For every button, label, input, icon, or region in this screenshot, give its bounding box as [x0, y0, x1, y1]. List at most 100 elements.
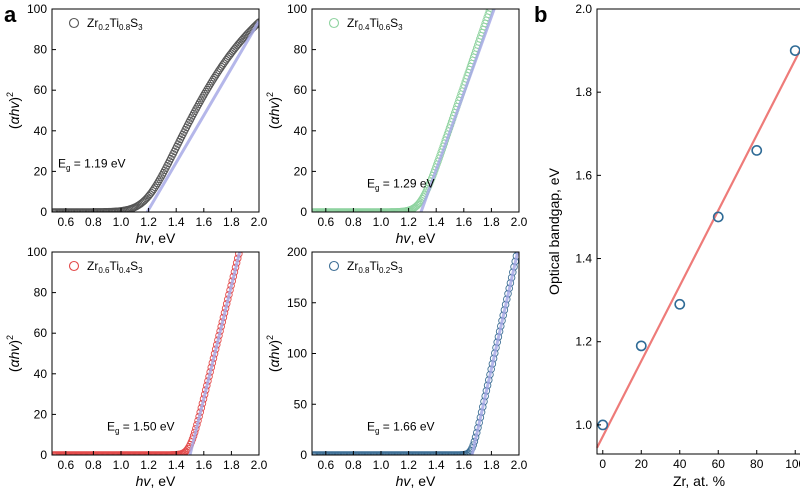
bandgap-subscript: g: [115, 427, 119, 436]
x-tick-label: 1.0: [373, 215, 390, 229]
x-axis-label: hv, eV: [136, 230, 176, 246]
y-axis-label-symbol: αhv: [266, 344, 282, 368]
y-tick-label: 100: [27, 2, 47, 16]
y-tick-label: 100: [27, 245, 47, 259]
data-point: [150, 185, 158, 193]
y-axis-label-superscript: 2: [265, 92, 275, 97]
x-axis-label-symbol: hv: [136, 473, 152, 489]
data-point: [205, 81, 214, 90]
fit-line: [419, 9, 496, 212]
x-tick-label: 1.2: [400, 458, 417, 472]
legend-element: S: [390, 259, 398, 273]
fit-line: [470, 252, 519, 455]
x-axis-label: Zr, at. %: [673, 473, 725, 489]
x-tick-label: 0.8: [345, 458, 362, 472]
data-point: [211, 72, 220, 80]
data-point: [212, 70, 221, 78]
bandgap-value: = 1.29 eV: [379, 177, 434, 191]
legend-label: Zr0.4Ti0.6S3: [347, 16, 403, 32]
data-point: [203, 85, 211, 94]
plot-frame: [51, 8, 260, 213]
y-tick-label: 80: [294, 43, 308, 57]
bandgap-point: [751, 145, 763, 156]
y-axis-label: Optical bandgap, eV: [546, 167, 562, 295]
x-axis-label-symbol: hv: [396, 473, 412, 489]
legend-element: Ti: [109, 259, 119, 273]
y-tick-label: 20: [34, 164, 48, 178]
y-axis-label-superscript: 2: [265, 335, 275, 340]
x-tick-label: 1.2: [400, 215, 417, 229]
bandgap-symbol: E: [367, 420, 375, 434]
plot-frame: [596, 8, 800, 455]
y-tick-label: 80: [34, 43, 48, 57]
legend-subscript: 0.6: [379, 23, 391, 32]
x-tick-label: 100: [785, 457, 800, 471]
data-point: [486, 9, 494, 12]
y-axis-label-paren: ): [266, 340, 282, 345]
bandgap-annotation: Eg = 1.19 eV: [58, 156, 126, 172]
y-axis-label-symbol: αhv: [6, 344, 22, 368]
fit-line: [188, 252, 242, 455]
y-axis-label-symbol: αhv: [6, 101, 22, 125]
bandgap-point: [712, 211, 724, 223]
plot-frame: [51, 251, 260, 456]
legend-subscript: 0.8: [358, 266, 370, 275]
panel-label-b: b: [534, 2, 547, 27]
legend-label: Zr0.2Ti0.8S3: [87, 16, 143, 32]
y-tick-label: 1.0: [575, 418, 592, 432]
y-tick-label: 0: [300, 205, 307, 219]
x-tick-label: 1.6: [455, 215, 472, 229]
y-tick-label: 40: [34, 124, 48, 138]
data-point: [198, 94, 206, 102]
data-point: [195, 98, 204, 107]
y-axis-label-superscript: 2: [5, 92, 15, 97]
chart-bandgap-vs-zr: 0 20 40 60 80 100 1.0 1.2 1.4 1.6 1.8 2.0 Zr, at. % O…: [546, 2, 800, 489]
y-tick-label: 1.6: [575, 168, 592, 182]
bandgap-value: = 1.50 eV: [119, 420, 174, 434]
y-tick-label: 60: [34, 83, 48, 97]
chart-zr06-ti04: 0.6 0.8 1.0 1.2 1.4 1.6 1.8 2.0020406080100Zr0.…: [5, 245, 268, 489]
data-point: [209, 75, 217, 84]
y-tick-label: 20: [294, 164, 308, 178]
bandgap-symbol: E: [58, 156, 66, 170]
legend-subscript: 3: [138, 23, 143, 32]
legend-subscript: 0.4: [358, 23, 370, 32]
x-tick-label: 2.0: [511, 458, 528, 472]
legend-marker: [68, 260, 80, 272]
bandgap-symbol: E: [107, 420, 115, 434]
legend-element: Zr: [87, 259, 98, 273]
data-point: [206, 79, 215, 88]
legend-element: Ti: [109, 16, 119, 30]
legend-element: Zr: [347, 259, 358, 273]
y-tick-label: 0: [40, 448, 47, 462]
bandgap-subscript: g: [375, 427, 379, 436]
x-tick-label: 0.8: [345, 215, 362, 229]
x-tick-label: 1.8: [483, 215, 500, 229]
x-tick-label: 0.6: [57, 215, 74, 229]
y-axis-label-paren: (: [266, 367, 282, 372]
legend-element: S: [390, 16, 398, 30]
data-point: [197, 96, 205, 104]
x-tick-label: 1.4: [428, 215, 445, 229]
legend-subscript: 0.2: [98, 23, 110, 32]
legend-element: Ti: [369, 16, 379, 30]
x-tick-label: 1.8: [483, 458, 500, 472]
bandgap-subscript: g: [66, 163, 70, 172]
y-tick-label: 2.0: [575, 2, 592, 16]
legend-element: Ti: [369, 259, 379, 273]
x-tick-label: 1.6: [195, 215, 212, 229]
bandgap-point: [789, 45, 800, 56]
data-point: [151, 183, 159, 192]
y-tick-label: 150: [287, 296, 307, 310]
y-axis-label-superscript: 2: [5, 335, 15, 340]
bandgap-annotation: Eg = 1.50 eV: [107, 420, 175, 436]
x-tick-label: 40: [673, 457, 687, 471]
y-tick-label: 80: [34, 286, 48, 300]
legend-subscript: 3: [398, 23, 403, 32]
legend-subscript: 0.2: [379, 266, 391, 275]
x-axis-label-unit: , eV: [410, 473, 436, 489]
bandgap-symbol: E: [367, 177, 375, 191]
bandgap-subscript: g: [375, 184, 379, 193]
legend-subscript: 0.4: [119, 266, 131, 275]
